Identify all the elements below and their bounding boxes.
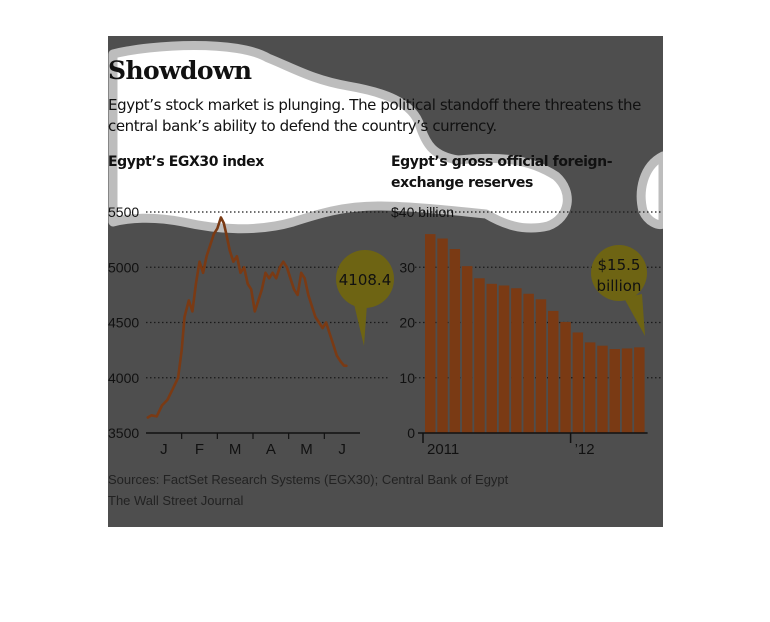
reserves-callout: $15.5 billion	[591, 245, 647, 336]
reserves-y-tick-label: 10	[399, 370, 415, 386]
egx30-y-tick-label: 5000	[108, 259, 139, 275]
egx30-y-tick-label: 3500	[108, 425, 139, 441]
egx30-x-tick-label: J	[160, 441, 168, 458]
reserves-bar	[560, 321, 571, 433]
reserves-y-tick-label: 20	[399, 315, 415, 331]
reserves-bar	[535, 299, 547, 433]
egx30-x-tick-label: A	[266, 441, 276, 458]
card-title: Showdown	[108, 56, 252, 85]
charts-svg: 3500 4000 4500 5000 5500 J F M A M J 4108.4 0 10 20 30 $…	[108, 204, 663, 458]
egx30-callout-pointer	[354, 304, 367, 346]
reserves-bar	[425, 234, 436, 433]
reserves-x-tick-label: 2011	[427, 441, 459, 458]
reserves-bar	[621, 348, 633, 433]
reserves-y-tick-label: 30	[399, 259, 415, 275]
reserves-y-tick-label: 0	[407, 425, 415, 441]
reserves-bar	[449, 249, 461, 433]
reserves-bar	[486, 283, 497, 433]
reserves-callout-label: $15.5	[598, 256, 641, 274]
reserves-callout-label: billion	[597, 277, 642, 295]
reserves-bar	[498, 285, 510, 433]
reserves-callout-bubble	[591, 245, 647, 301]
egx30-callout-bubble	[336, 250, 394, 308]
egx30-x-tick-label: M	[300, 441, 313, 458]
egx30-chart-title: Egypt’s EGX30 index	[108, 154, 264, 170]
egx30-x-tick-label: F	[195, 441, 204, 458]
card-subtitle: Egypt’s stock market is plunging. The po…	[108, 96, 641, 135]
credit-line: The Wall Street Journal	[108, 493, 244, 508]
reserves-bar	[609, 349, 620, 433]
reserves-bar	[474, 278, 485, 433]
reserves-chart-title: Egypt’s gross official foreign-exchange …	[391, 154, 613, 191]
egx30-y-tick-label: 5500	[108, 204, 139, 220]
reserves-bar	[597, 345, 608, 433]
reserves-bar	[572, 332, 584, 433]
reserves-callout-pointer	[624, 294, 645, 336]
egx30-line	[146, 216, 348, 419]
reserves-bar	[437, 238, 448, 433]
reserves-bar	[523, 293, 534, 433]
reserves-x-tick-label: ’12	[575, 441, 595, 458]
chart-card: Showdown Egypt’s stock market is plungin…	[108, 36, 663, 527]
reserves-bar	[548, 310, 559, 433]
reserves-y-tick-label: $40 billion	[391, 204, 454, 220]
egx30-callout-label: 4108.4	[339, 271, 392, 289]
egx30-x-tick-label: M	[229, 441, 242, 458]
egx30-callout: 4108.4	[336, 250, 394, 346]
reserves-bar	[461, 266, 473, 433]
sources-note: Sources: FactSet Research Systems (EGX30…	[108, 472, 509, 487]
egx30-y-tick-label: 4000	[108, 370, 139, 386]
reserves-bar	[511, 288, 522, 433]
reserves-bar	[634, 347, 645, 433]
egx30-y-tick-label: 4500	[108, 315, 139, 331]
reserves-bar	[584, 342, 596, 433]
egx30-x-tick-label: J	[338, 441, 346, 458]
